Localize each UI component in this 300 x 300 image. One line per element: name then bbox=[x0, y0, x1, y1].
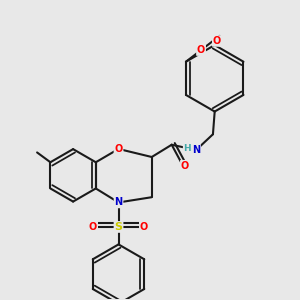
Text: O: O bbox=[181, 161, 189, 171]
Text: O: O bbox=[197, 45, 205, 55]
Text: O: O bbox=[140, 222, 148, 232]
Text: O: O bbox=[89, 222, 97, 232]
Text: N: N bbox=[115, 197, 123, 208]
Text: N: N bbox=[192, 145, 200, 155]
Text: S: S bbox=[115, 222, 122, 232]
Text: H: H bbox=[184, 145, 191, 154]
Text: O: O bbox=[213, 36, 221, 46]
Text: O: O bbox=[114, 144, 123, 154]
